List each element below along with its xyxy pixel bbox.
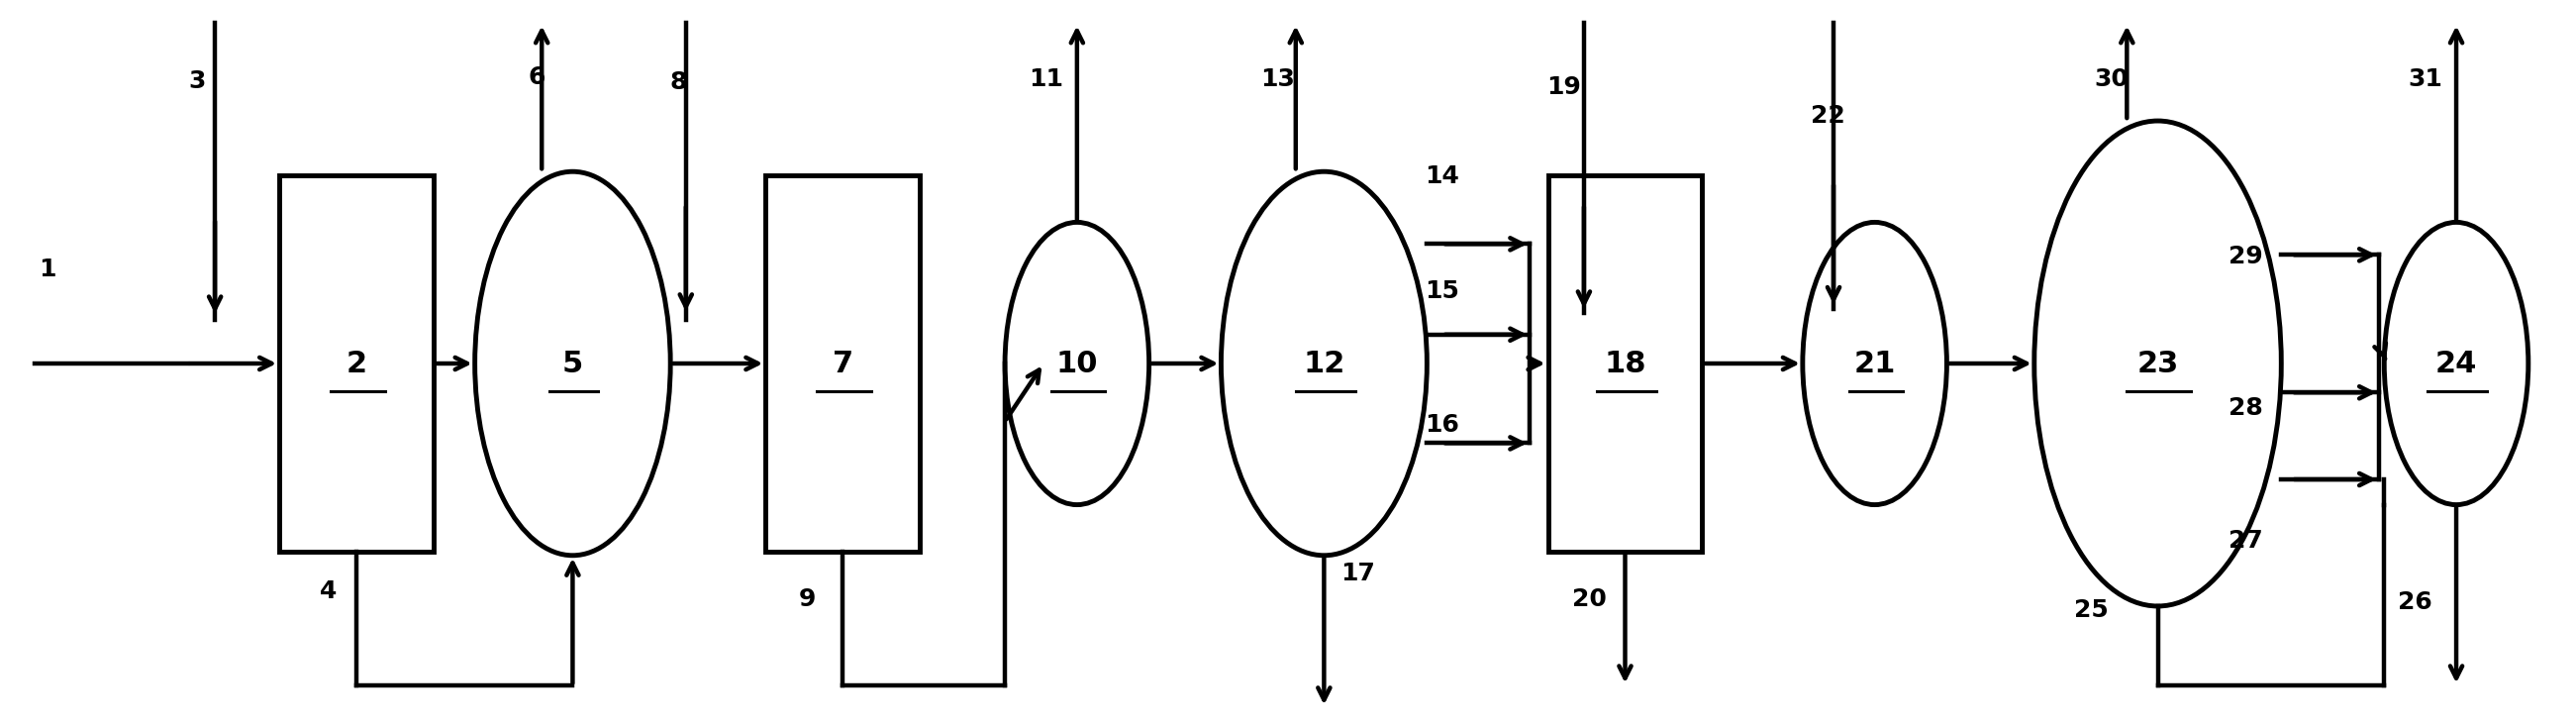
Text: 27: 27 — [2228, 529, 2262, 553]
Bar — [1548, 175, 1703, 552]
Text: 18: 18 — [1605, 349, 1646, 378]
Text: 21: 21 — [1855, 349, 1896, 378]
Text: 28: 28 — [2228, 396, 2262, 420]
Text: 24: 24 — [2434, 349, 2478, 378]
Text: 1: 1 — [39, 257, 57, 281]
Text: 5: 5 — [562, 349, 582, 378]
Text: 17: 17 — [1340, 562, 1376, 585]
Text: 3: 3 — [188, 69, 206, 93]
Text: 16: 16 — [1425, 413, 1461, 437]
Text: 19: 19 — [1546, 75, 1582, 99]
Text: 31: 31 — [2409, 67, 2442, 91]
Bar — [278, 175, 433, 552]
Text: 6: 6 — [528, 65, 546, 89]
Text: 4: 4 — [319, 579, 337, 603]
Text: 10: 10 — [1056, 349, 1097, 378]
Text: 12: 12 — [1303, 349, 1345, 378]
Text: 29: 29 — [2228, 244, 2262, 268]
Text: 2: 2 — [345, 349, 366, 378]
Text: 26: 26 — [2398, 590, 2432, 614]
Text: 8: 8 — [670, 71, 688, 95]
Text: 30: 30 — [2094, 67, 2128, 91]
Text: 23: 23 — [2138, 349, 2179, 378]
Text: 9: 9 — [799, 587, 817, 611]
Text: 11: 11 — [1028, 67, 1064, 91]
Text: 14: 14 — [1425, 165, 1461, 188]
Text: 25: 25 — [2074, 598, 2107, 622]
Text: 7: 7 — [832, 349, 853, 378]
Text: 20: 20 — [1571, 587, 1607, 611]
Text: 22: 22 — [1811, 104, 1844, 128]
Text: 15: 15 — [1425, 279, 1461, 303]
Text: 13: 13 — [1260, 67, 1296, 91]
Bar — [765, 175, 920, 552]
